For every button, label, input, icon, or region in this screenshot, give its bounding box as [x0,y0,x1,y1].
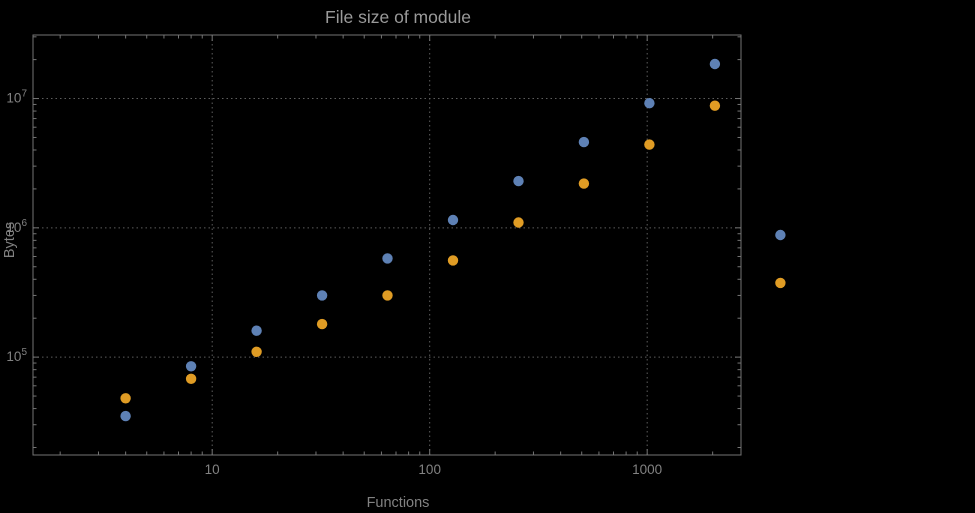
chart-title: File size of module [325,7,471,27]
blue-series-point [775,229,786,241]
plot-frame [32,34,742,456]
blue-series-point [513,175,524,187]
orange-series-point [120,393,131,404]
orange-series-point [578,178,590,189]
orange-series-point [513,217,524,228]
x-tick-label: 1000 [632,462,662,477]
y-tick-label: 107 [6,89,27,106]
blue-series-point [185,361,197,372]
x-tick-label: 100 [418,462,441,477]
blue-series-point [382,253,393,264]
blue-series-point [709,58,721,70]
orange-series-point [709,100,721,111]
blue-series-point [251,325,262,336]
ticks-layer: 10 100 1000 105 106 107 [6,35,741,477]
orange-series-point [316,318,328,330]
y-axis-label: Bytes [2,222,18,258]
orange-series-point [382,290,393,301]
gridlines-layer [33,35,741,455]
x-tick-label: 10 [205,462,220,477]
blue-series-point [316,290,328,301]
y-tick-label: 106 [6,218,27,235]
blue-series-point [578,136,590,148]
blue-series-point [447,214,459,226]
orange-series-point [644,139,655,150]
orange-series-point [447,255,459,266]
orange-series-point [185,373,197,384]
data-points-layer [120,58,786,422]
blue-series-point [120,410,131,422]
orange-series-point [775,277,786,289]
y-tick-label: 105 [6,347,27,364]
x-axis-label: Functions [367,495,430,511]
labels-layer: File size of module Functions Bytes [2,7,471,511]
orange-series-point [251,346,262,357]
blue-series-point [644,98,655,109]
